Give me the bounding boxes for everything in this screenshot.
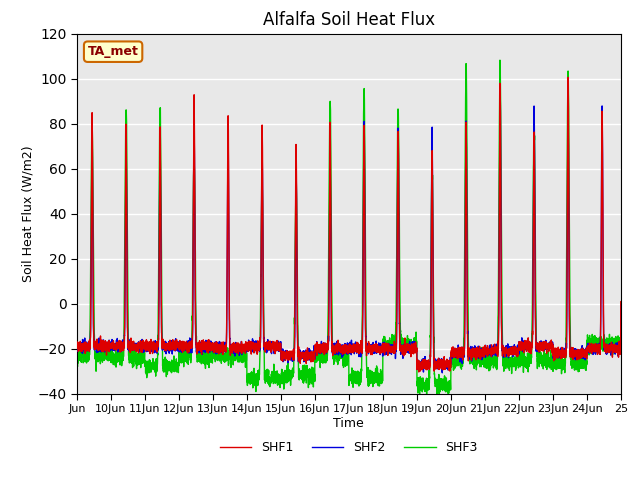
SHF1 [73,342,81,348]
SHF1 [415,369,422,375]
SHF3 [433,393,441,399]
SHF3 [282,378,290,384]
SHF2 [488,354,495,360]
X-axis label: Time: Time [333,417,364,430]
SHF2 [329,347,337,352]
SHF1 [92,338,100,344]
SHF3 [73,361,81,367]
SHF2 [92,340,100,346]
SHF2 [404,349,412,355]
SHF3 [496,57,504,63]
SHF3 [92,352,100,358]
SHF2 [73,342,81,348]
SHF3 [390,334,397,340]
SHF2 [438,370,446,376]
SHF1 [404,346,412,352]
SHF1 [488,350,495,356]
SHF3 [617,300,625,305]
SHF1 [390,344,397,350]
SHF3 [329,342,337,348]
SHF1 [564,74,572,80]
SHF2 [282,355,290,361]
SHF1 [617,299,625,304]
SHF1 [282,352,290,358]
SHF3 [488,360,495,365]
Title: Alfalfa Soil Heat Flux: Alfalfa Soil Heat Flux [263,11,435,29]
Y-axis label: Soil Heat Flux (W/m2): Soil Heat Flux (W/m2) [22,145,35,282]
Legend: SHF1, SHF2, SHF3: SHF1, SHF2, SHF3 [214,436,483,459]
SHF1 [329,343,337,349]
SHF3 [404,346,412,351]
Line: SHF2: SHF2 [77,86,621,373]
Line: SHF1: SHF1 [77,77,621,372]
Text: TA_met: TA_met [88,45,138,58]
Line: SHF3: SHF3 [77,60,621,396]
SHF2 [390,350,397,356]
SHF2 [617,301,625,307]
SHF2 [496,84,504,89]
